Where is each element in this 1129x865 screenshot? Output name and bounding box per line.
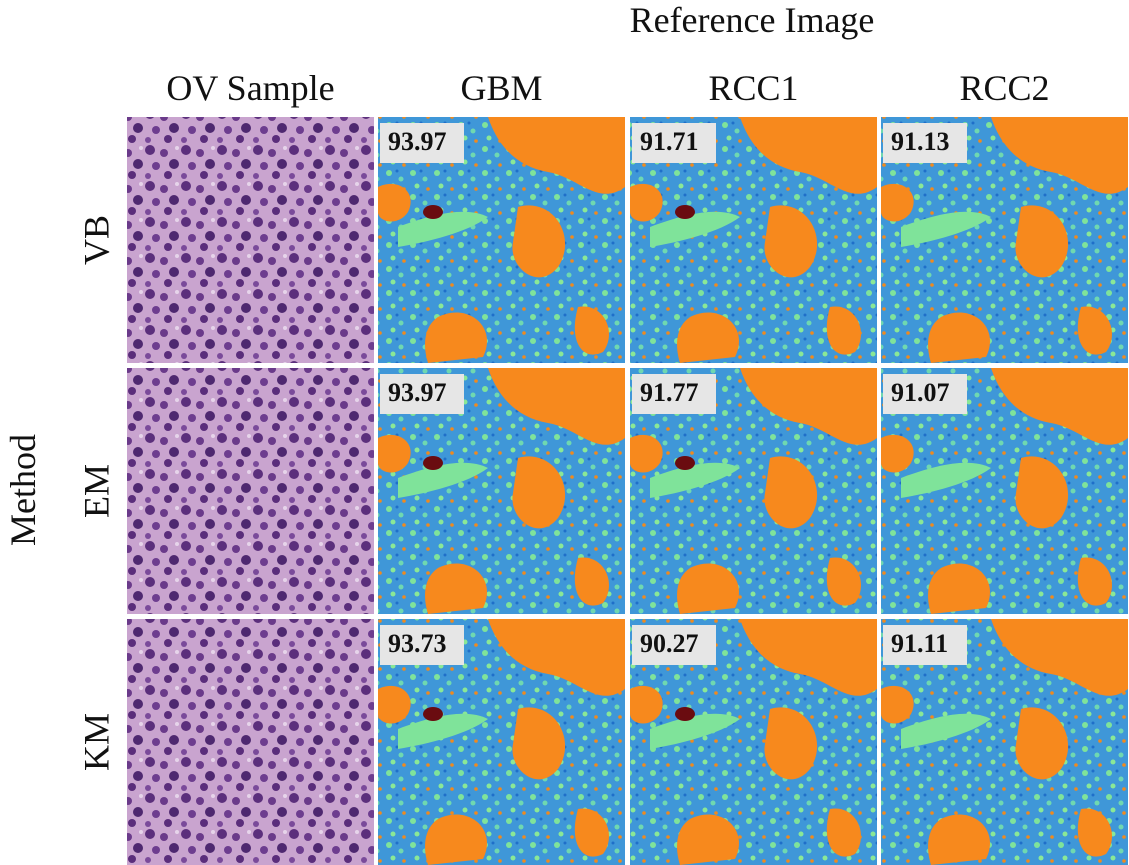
dark-region <box>675 456 695 470</box>
score: 91.13 <box>891 127 950 156</box>
column-header: RCC2 <box>959 68 1049 108</box>
row-label: VB <box>76 215 116 265</box>
score: 91.77 <box>640 378 699 407</box>
dark-region <box>423 456 443 470</box>
page: {"header": {"title": "Reference Image"},… <box>0 0 1129 865</box>
row-axis-label: Method <box>3 434 43 546</box>
figure: Reference Image Method OV Sample GBM RCC1 R… <box>0 0 1129 865</box>
score: 91.11 <box>891 629 948 658</box>
column-header: GBM <box>460 68 542 108</box>
score: 93.73 <box>388 629 447 658</box>
dark-region <box>423 707 443 721</box>
sample-image <box>127 619 374 865</box>
score: 91.71 <box>640 127 699 156</box>
reference-header: Reference Image <box>630 0 875 40</box>
score: 93.97 <box>388 378 447 407</box>
dark-region <box>675 707 695 721</box>
row-label: KM <box>76 713 116 771</box>
column-header: OV Sample <box>166 68 334 108</box>
sample-image <box>127 117 374 363</box>
sample-image <box>127 368 374 614</box>
score: 91.07 <box>891 378 950 407</box>
score: 93.97 <box>388 127 447 156</box>
dark-region <box>675 205 695 219</box>
score: 90.27 <box>640 629 699 658</box>
dark-region <box>423 205 443 219</box>
row-label: EM <box>76 464 116 518</box>
column-header: RCC1 <box>708 68 798 108</box>
